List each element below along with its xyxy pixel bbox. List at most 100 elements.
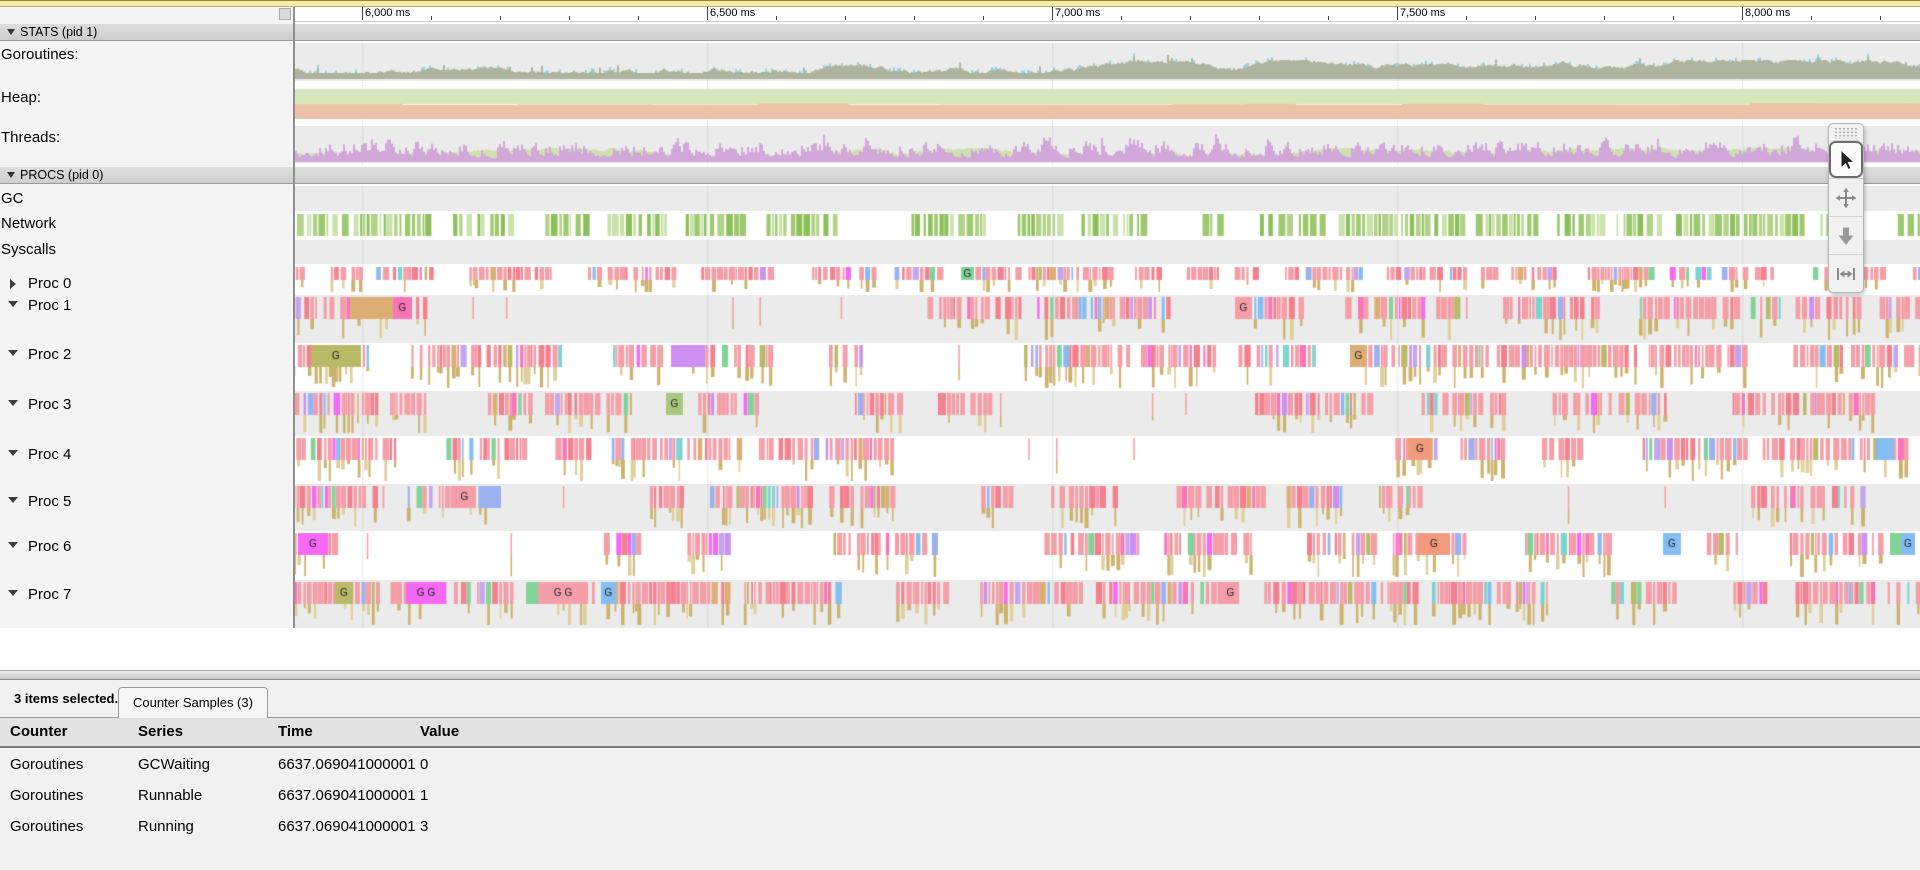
track-label-network: Network — [1, 215, 57, 232]
ruler-minor-tick — [1328, 16, 1329, 20]
ruler-major-tick — [1052, 7, 1053, 20]
ruler-minor-tick — [638, 16, 639, 20]
pan-arrows-icon — [1835, 187, 1857, 209]
track-row-proc2: Proc 2 — [0, 343, 1920, 391]
selection-status-text: 3 items selected. — [14, 691, 119, 706]
toolbar-drag-handle-icon[interactable] — [1834, 127, 1858, 139]
collapse-triangle-icon[interactable] — [7, 172, 15, 178]
ruler-time-label: 6,500 ms — [710, 7, 756, 19]
collapse-triangle-icon[interactable] — [8, 497, 18, 503]
expand-triangle-icon[interactable] — [10, 279, 16, 289]
counter-table-row[interactable]: Goroutines GCWaiting 6637.069041000001 0 — [0, 750, 1920, 781]
collapse-triangle-icon[interactable] — [8, 450, 18, 456]
track-label-proc6[interactable]: Proc 6 — [28, 538, 72, 555]
track-label-proc5[interactable]: Proc 5 — [28, 493, 72, 510]
ruler-minor-tick — [1190, 16, 1191, 20]
collapse-triangle-icon[interactable] — [8, 350, 18, 356]
cell-counter: Goroutines — [10, 787, 84, 804]
track-label-proc1[interactable]: Proc 1 — [28, 297, 72, 314]
proc0-track-canvas[interactable] — [293, 265, 1920, 295]
column-header-counter[interactable]: Counter — [10, 723, 68, 740]
track-row-gc: GC — [0, 186, 1920, 211]
track-label-proc4[interactable]: Proc 4 — [28, 446, 72, 463]
horizontal-span-icon — [1837, 268, 1855, 280]
goroutines-track-canvas[interactable] — [293, 43, 1920, 81]
cell-time: 6637.069041000001 — [278, 818, 416, 835]
track-label-gc: GC — [1, 190, 24, 207]
proc4-track-canvas[interactable] — [293, 436, 1920, 484]
ruler-minor-tick — [1259, 16, 1260, 20]
proc3-track-canvas[interactable] — [293, 391, 1920, 436]
tab-counter-samples[interactable]: Counter Samples (3) — [118, 687, 268, 718]
analysis-tab-strip: 3 items selected. Counter Samples (3) — [0, 680, 1920, 718]
track-row-proc4: Proc 4 — [0, 436, 1920, 484]
collapse-triangle-icon[interactable] — [8, 542, 18, 548]
sidebar-track-divider[interactable] — [293, 7, 295, 628]
timing-tool-button[interactable] — [1829, 254, 1863, 292]
proc6-track-canvas[interactable] — [293, 531, 1920, 580]
arrow-down-icon — [1838, 227, 1854, 245]
cursor-arrow-icon — [1840, 148, 1856, 171]
zoom-tool-button[interactable] — [1829, 216, 1863, 254]
proc7-track-canvas[interactable] — [293, 580, 1920, 628]
ruler-minor-tick — [1121, 16, 1122, 20]
track-label-proc2[interactable]: Proc 2 — [28, 346, 72, 363]
panel-splitter-handle[interactable] — [0, 670, 1920, 680]
ruler-major-tick — [1397, 7, 1398, 20]
ruler-minor-tick — [1673, 16, 1674, 20]
ruler-minor-tick — [569, 16, 570, 20]
cell-time: 6637.069041000001 — [278, 787, 416, 804]
track-label-proc0[interactable]: Proc 0 — [28, 275, 72, 292]
ruler-minor-tick — [500, 16, 501, 20]
analysis-panel: 3 items selected. Counter Samples (3) Co… — [0, 680, 1920, 870]
track-row-syscalls: Syscalls — [0, 240, 1920, 264]
ruler-time-label: 8,000 ms — [1745, 7, 1791, 19]
syscalls-track-canvas[interactable] — [293, 240, 1920, 264]
track-row-goroutines: Goroutines: — [0, 43, 1920, 81]
section-header-procs[interactable]: PROCS (pid 0) — [0, 167, 1920, 184]
column-header-value[interactable]: Value — [420, 723, 460, 740]
selection-tool-button[interactable] — [1829, 140, 1863, 178]
column-header-series[interactable]: Series — [138, 723, 184, 740]
track-row-threads: Threads: — [0, 126, 1920, 163]
collapse-triangle-icon[interactable] — [8, 400, 18, 406]
track-label-proc3[interactable]: Proc 3 — [28, 396, 72, 413]
track-label-threads: Threads: — [1, 129, 61, 146]
ruler-minor-tick — [1535, 16, 1536, 20]
section-header-stats[interactable]: STATS (pid 1) — [0, 24, 1920, 41]
track-label-goroutines: Goroutines: — [1, 46, 79, 63]
proc2-track-canvas[interactable] — [293, 343, 1920, 391]
track-label-proc7[interactable]: Proc 7 — [28, 586, 72, 603]
network-track-canvas[interactable] — [293, 212, 1920, 240]
cell-value: 3 — [420, 818, 429, 835]
ruler-minor-tick — [1466, 16, 1467, 20]
counter-table-row[interactable]: Goroutines Running 6637.069041000001 3 — [0, 812, 1920, 843]
timeline-selection-band[interactable] — [0, 0, 1920, 7]
ruler-time-label: 7,000 ms — [1055, 7, 1101, 19]
track-label-heap: Heap: — [1, 89, 42, 106]
counter-table-row[interactable]: Goroutines Runnable 6637.069041000001 1 — [0, 781, 1920, 812]
ruler-minor-tick — [845, 16, 846, 20]
section-label-stats: STATS (pid 1) — [20, 25, 98, 39]
cell-series: GCWaiting — [138, 756, 210, 773]
column-header-time[interactable]: Time — [278, 723, 313, 740]
proc5-track-canvas[interactable] — [293, 484, 1920, 531]
cell-value: 0 — [420, 756, 429, 773]
proc1-track-canvas[interactable] — [293, 295, 1920, 343]
cell-counter: Goroutines — [10, 818, 84, 835]
collapse-triangle-icon[interactable] — [7, 29, 15, 35]
track-row-network: Network — [0, 212, 1920, 240]
ruler-minor-tick — [914, 16, 915, 20]
ruler-minor-tick — [776, 16, 777, 20]
section-label-procs: PROCS (pid 0) — [20, 168, 104, 182]
gc-track-canvas[interactable] — [293, 186, 1920, 211]
collapse-triangle-icon[interactable] — [8, 301, 18, 307]
ruler-time-label: 6,000 ms — [365, 7, 411, 19]
pan-tool-button[interactable] — [1829, 178, 1863, 216]
ruler-minor-tick — [1880, 16, 1881, 20]
heap-track-canvas[interactable] — [293, 87, 1920, 119]
time-ruler[interactable]: 6,000 ms 6,500 ms 7,000 ms 7,500 ms 8,000 ms — [293, 7, 1920, 22]
collapse-triangle-icon[interactable] — [8, 590, 18, 596]
threads-track-canvas[interactable] — [293, 126, 1920, 163]
